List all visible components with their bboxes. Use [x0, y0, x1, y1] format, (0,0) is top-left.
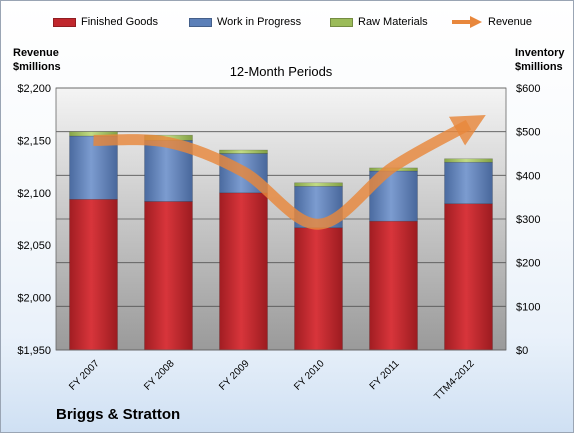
left-axis-title-line2: $millions	[13, 61, 61, 73]
bar-finished-goods	[69, 199, 118, 351]
right-tick-label: $200	[516, 258, 540, 270]
company-name: Briggs & Stratton	[56, 406, 181, 423]
bar-work-in-progress	[444, 161, 493, 205]
x-tick-label: FY 2011	[368, 358, 402, 392]
left-axis-title-line1: Revenue	[13, 47, 59, 59]
x-tick-label: FY 2009	[217, 358, 252, 393]
legend-swatch-work-in-progress	[189, 17, 212, 27]
legend-swatch-raw-materials	[330, 17, 353, 27]
legend-arrow-icon	[452, 16, 482, 28]
x-tick-label: TTM4-2012	[432, 358, 477, 403]
left-tick-label: $2,150	[17, 135, 51, 147]
right-tick-label: $100	[516, 301, 540, 313]
legend-label-revenue: Revenue	[488, 16, 533, 28]
legend-item-finished-goods: Finished Goods	[53, 16, 158, 28]
left-axis-title: Revenue $millions	[13, 46, 61, 74]
right-tick-label: $0	[516, 345, 528, 357]
legend-swatch-finished-goods	[53, 17, 76, 27]
bar-finished-goods	[219, 192, 268, 351]
legend-label-work-in-progress: Work in Progress	[217, 16, 302, 28]
right-axis-title-line1: Inventory	[515, 47, 565, 59]
left-tick-label: $2,050	[17, 240, 51, 252]
right-tick-label: $300	[516, 214, 540, 226]
x-tick-label: FY 2007	[67, 358, 102, 393]
revenue-line	[93, 115, 486, 230]
legend-item-raw-materials: Raw Materials	[330, 16, 428, 28]
chart-title: 12-Month Periods	[230, 64, 333, 79]
bar-finished-goods	[444, 203, 493, 351]
x-tick-label: FY 2010	[292, 358, 327, 393]
legend-item-work-in-progress: Work in Progress	[189, 16, 301, 28]
bar-finished-goods	[294, 227, 343, 351]
legend-label-finished-goods: Finished Goods	[81, 16, 159, 28]
right-axis-title: Inventory $millions	[515, 46, 565, 74]
legend-label-raw-materials: Raw Materials	[358, 16, 428, 28]
right-tick-label: $500	[516, 127, 540, 139]
left-tick-label: $2,200	[17, 83, 51, 95]
left-tick-label: $2,100	[17, 188, 51, 200]
left-tick-label: $2,000	[17, 293, 51, 305]
right-tick-label: $400	[516, 170, 540, 182]
legend-item-revenue: Revenue	[450, 16, 532, 28]
bar-raw-materials	[294, 182, 343, 187]
right-tick-label: $600	[516, 83, 540, 95]
bar-work-in-progress	[69, 135, 118, 200]
bar-raw-materials	[69, 131, 118, 137]
bar-raw-materials	[219, 149, 268, 154]
legend: Finished Goods Work in Progress Raw Mate…	[1, 16, 573, 34]
plot-border	[55, 87, 507, 351]
right-axis-title-line2: $millions	[515, 61, 563, 73]
bar-raw-materials	[444, 158, 493, 163]
bar-finished-goods	[369, 220, 418, 351]
bar-finished-goods	[144, 201, 193, 351]
left-tick-label: $1,950	[17, 345, 51, 357]
x-tick-label: FY 2008	[142, 358, 177, 393]
